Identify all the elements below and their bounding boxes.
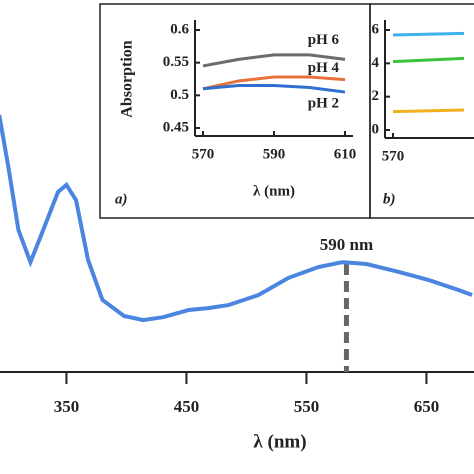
series-line [0, 114, 473, 323]
series-line [392, 108, 465, 114]
x-tick-label: 610 [334, 146, 357, 162]
panel-label: a) [115, 191, 128, 207]
y-axis-label: Absorption [119, 40, 136, 117]
series-label: pH 4 [308, 60, 340, 76]
x-tick-label: 590 [263, 146, 286, 162]
x-tick-label: 550 [294, 397, 320, 416]
x-tick-label: 450 [174, 397, 200, 416]
y-tick-label: 0.55 [163, 54, 189, 70]
y-tick-label: 0.6 [170, 21, 189, 37]
series-line [202, 75, 346, 91]
x-tick-label: 650 [414, 397, 440, 416]
panel-label: b) [383, 191, 396, 207]
series-line [392, 56, 465, 64]
y-tick-label: 0.4 [360, 55, 379, 71]
y-tick-label: 0 [372, 121, 380, 137]
x-axis-label: λ (nm) [253, 431, 306, 452]
series-line [202, 84, 346, 94]
annotation: 590 nm [320, 235, 373, 254]
x-tick-label: 350 [54, 397, 80, 416]
x-axis-label: λ (nm) [253, 183, 295, 199]
y-tick-label: 0.2 [360, 88, 379, 104]
y-tick-label: 0.45 [163, 119, 189, 135]
inset-b-frame [369, 3, 474, 219]
series-label: pH 2 [308, 96, 339, 112]
y-tick-label: 0.5 [170, 87, 189, 103]
series-line [202, 53, 346, 68]
series-label: pH 6 [308, 32, 340, 48]
x-tick-label: 570 [382, 148, 405, 164]
y-tick-label: 0.6 [360, 21, 379, 37]
series-line [392, 31, 465, 37]
x-tick-label: 570 [192, 146, 215, 162]
